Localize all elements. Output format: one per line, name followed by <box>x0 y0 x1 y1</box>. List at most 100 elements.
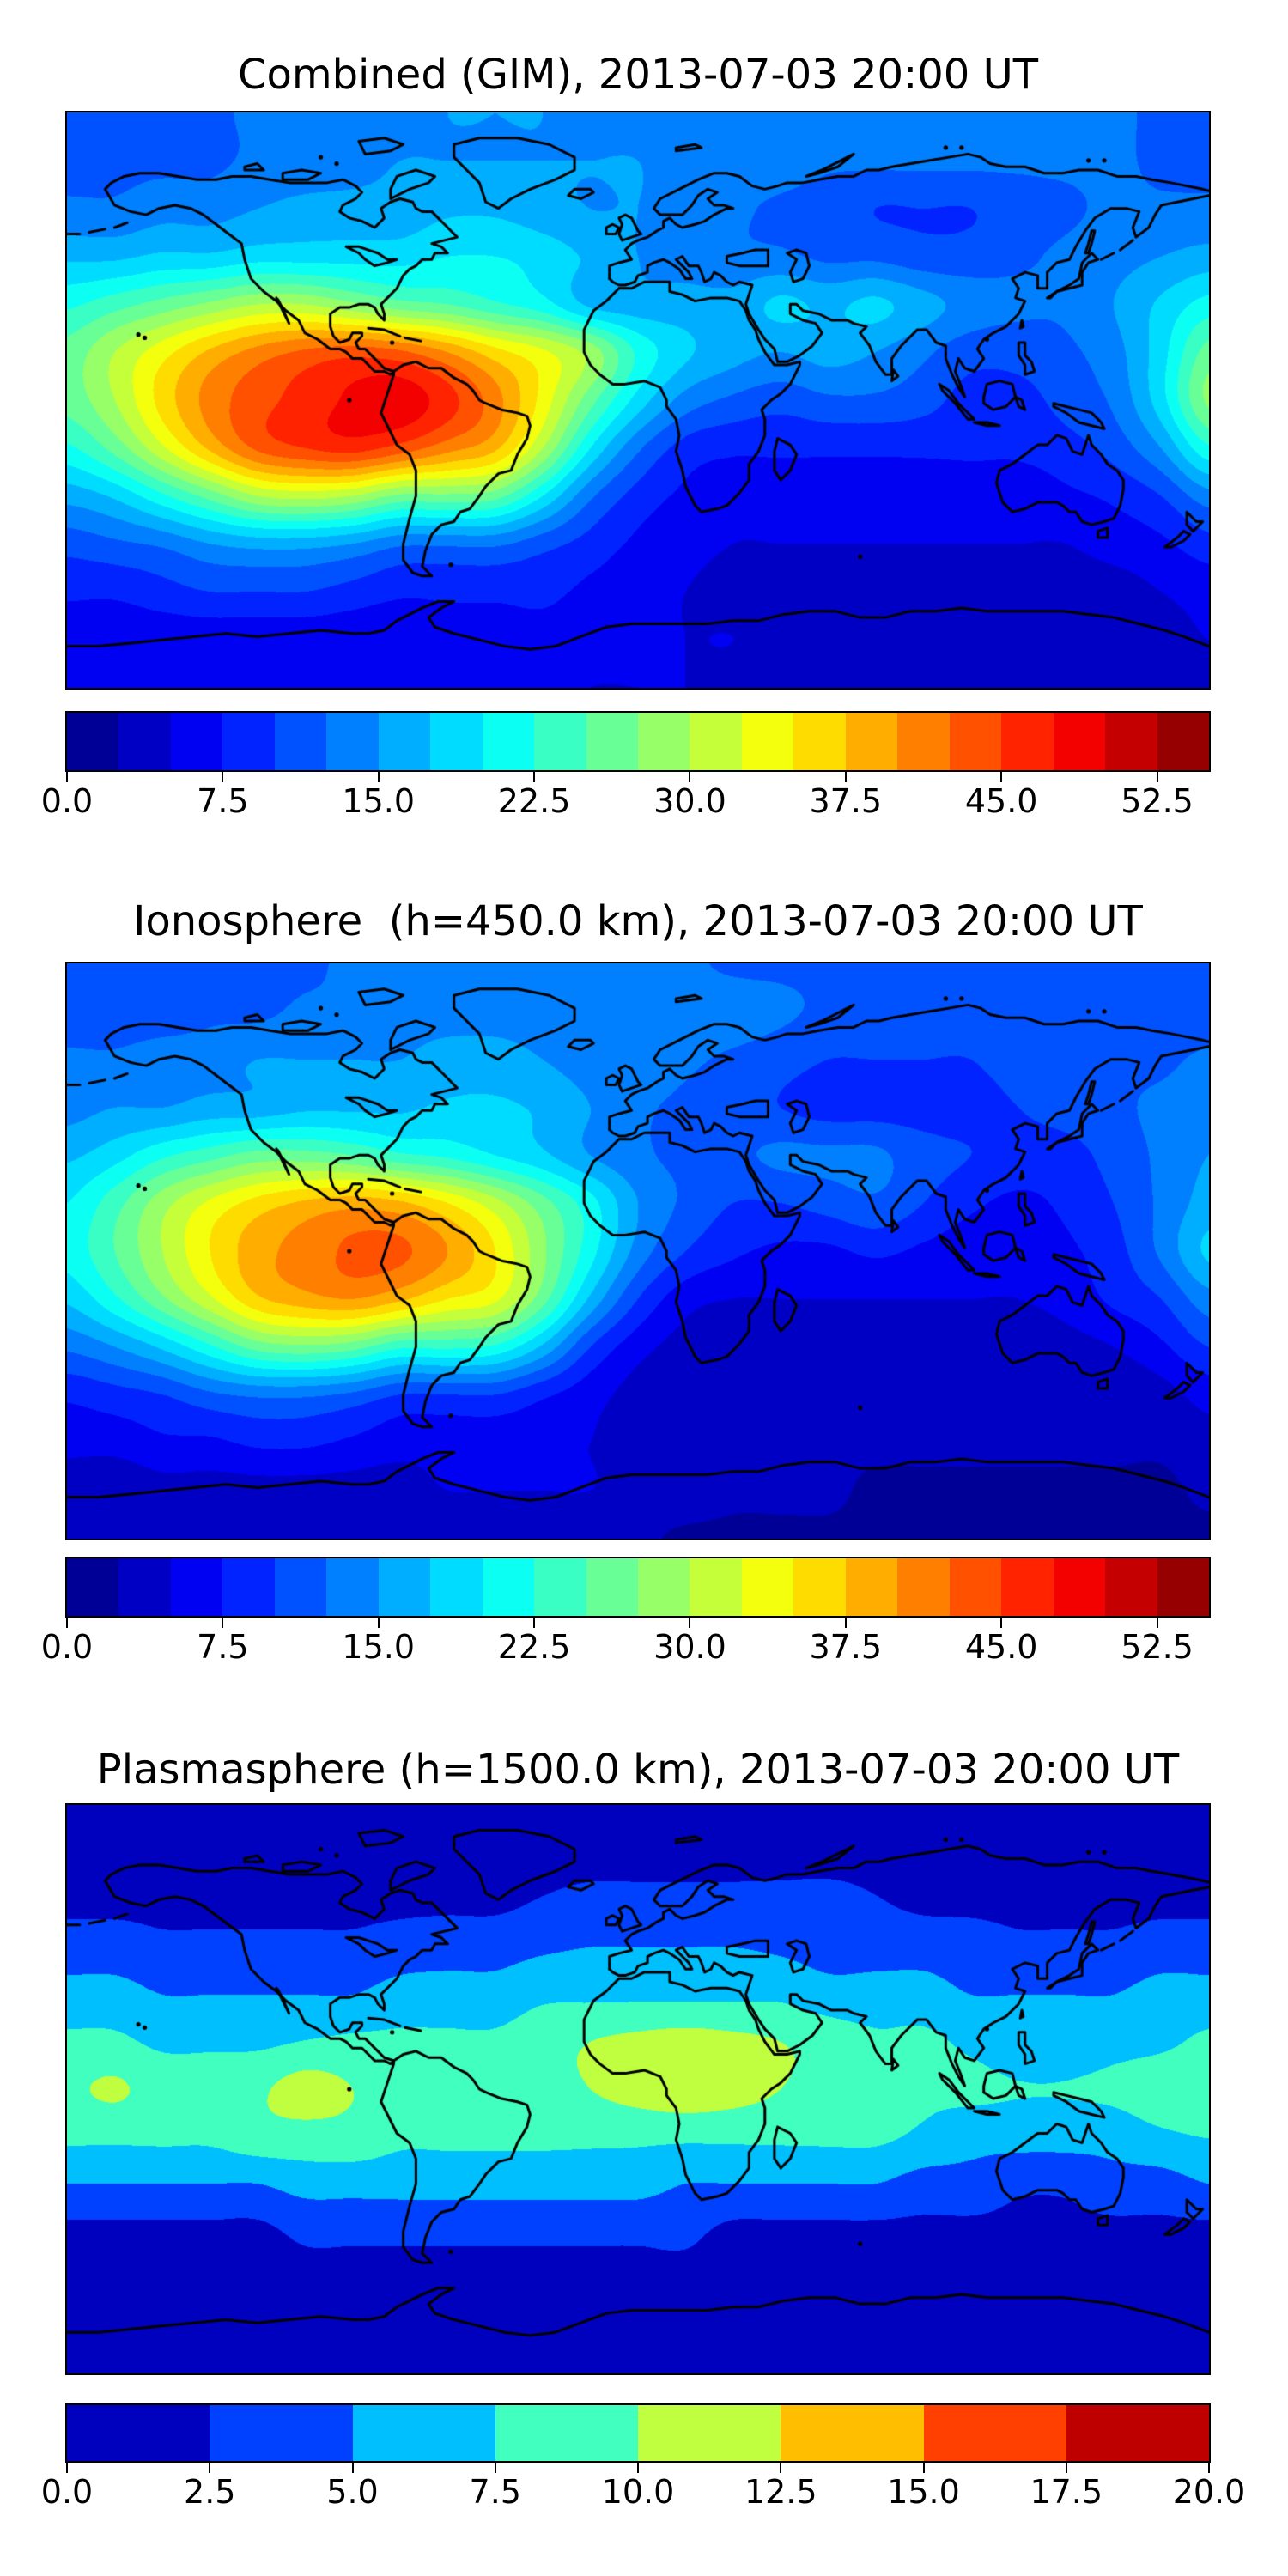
colorbar-tick-label: 20.0 <box>1172 2473 1246 2511</box>
colorbar-tick-label: 15.0 <box>342 782 416 820</box>
colorbar-segment <box>1001 1558 1054 1616</box>
colorbar-segment <box>67 2405 210 2461</box>
colorbar-tick-label: 10.0 <box>601 2473 675 2511</box>
colorbar-segment <box>430 713 483 770</box>
colorbar-segment <box>326 1558 379 1616</box>
colorbar-tick <box>1156 1616 1158 1628</box>
colorbar-segment <box>118 1558 171 1616</box>
colorbar-segment <box>638 2405 781 2461</box>
colorbar-segment <box>495 2405 638 2461</box>
colorbar-segment <box>637 713 690 770</box>
colorbar-segment <box>741 1558 794 1616</box>
colorbar-segment <box>222 1558 275 1616</box>
colorbar-segments-combined-gim <box>67 713 1209 770</box>
colorbar-tick <box>66 2461 68 2473</box>
colorbar-segment <box>949 1558 1002 1616</box>
colorbar-tick <box>494 2461 496 2473</box>
colorbar-segment <box>430 1558 483 1616</box>
colorbar-tick-label: 0.0 <box>40 2473 94 2511</box>
colorbar-tick-label: 0.0 <box>40 782 94 820</box>
colorbar-segment <box>1105 1558 1157 1616</box>
colorbar-segment <box>482 1558 535 1616</box>
colorbar-segment <box>222 713 275 770</box>
colorbar-tick <box>222 770 224 782</box>
colorbar-tick <box>533 1616 536 1628</box>
colorbar-segment <box>690 713 742 770</box>
colorbar-tick-label: 37.5 <box>809 1628 883 1666</box>
colorbar-segment <box>1105 713 1157 770</box>
map-plasmasphere <box>65 1803 1211 2375</box>
colorbar-tick-label: 0.0 <box>40 1628 94 1666</box>
colorbar-segment <box>326 713 379 770</box>
colorbar-segment <box>1157 713 1209 770</box>
colorbar-tick-label: 45.0 <box>964 782 1038 820</box>
colorbar-tick-label: 7.5 <box>197 1628 249 1666</box>
colorbar-tick-label: 12.5 <box>744 2473 817 2511</box>
colorbar-segment <box>274 713 327 770</box>
colorbar-segment <box>897 713 950 770</box>
colorbar-segments-plasmasphere <box>67 2405 1209 2461</box>
colorbar-tick <box>66 1616 68 1628</box>
colorbar-segment <box>1053 1558 1106 1616</box>
colorbar-tick-label: 30.0 <box>653 782 726 820</box>
colorbar-segments-ionosphere <box>67 1558 1209 1616</box>
colorbar-tick <box>222 1616 224 1628</box>
colorbar-segment <box>897 1558 950 1616</box>
colorbar-tick-label: 45.0 <box>964 1628 1038 1666</box>
colorbar-segment <box>741 713 794 770</box>
map-combined-gim <box>65 111 1211 690</box>
panel-title-combined-gim: Combined (GIM), 2013-07-03 20:00 UT <box>237 51 1039 99</box>
colorbar-segment <box>210 2405 353 2461</box>
colorbar-segment <box>1001 713 1054 770</box>
colorbar-segment <box>793 713 846 770</box>
map-canvas-plasmasphere <box>67 1805 1209 2373</box>
colorbar-segment <box>845 1558 898 1616</box>
colorbar-tick-label: 52.5 <box>1121 782 1194 820</box>
colorbar-tick <box>1000 1616 1003 1628</box>
colorbar-tick <box>689 770 691 782</box>
colorbar-segment <box>482 713 535 770</box>
colorbar-tick <box>66 770 68 782</box>
colorbar-tick <box>1000 770 1003 782</box>
colorbar-tick <box>1065 2461 1067 2473</box>
colorbar-tick <box>637 2461 639 2473</box>
colorbar-tick <box>844 1616 847 1628</box>
colorbar-tick <box>209 2461 211 2473</box>
colorbar-segment <box>170 713 223 770</box>
colorbar-segment <box>170 1558 223 1616</box>
map-canvas-ionosphere <box>67 963 1209 1539</box>
colorbar-segment <box>118 713 171 770</box>
colorbar-tick <box>1156 770 1158 782</box>
colorbar-segment <box>1053 713 1106 770</box>
colorbar-tick <box>377 770 380 782</box>
colorbar-segment <box>1157 1558 1209 1616</box>
colorbar-segment <box>586 713 638 770</box>
colorbar-segment <box>378 713 431 770</box>
colorbar-segment <box>845 713 898 770</box>
colorbar-tick-label: 37.5 <box>809 782 883 820</box>
colorbar-segment <box>781 2405 924 2461</box>
map-ionosphere <box>65 962 1211 1540</box>
colorbar-segment <box>67 713 119 770</box>
colorbar-segment <box>274 1558 327 1616</box>
colorbar-tick-label: 22.5 <box>497 1628 571 1666</box>
colorbar-tick-label: 22.5 <box>497 782 571 820</box>
colorbar-segment <box>378 1558 431 1616</box>
colorbar-tick <box>844 770 847 782</box>
colorbar-segment <box>923 2405 1066 2461</box>
colorbar-ionosphere <box>65 1557 1211 1618</box>
colorbar-tick-label: 30.0 <box>653 1628 726 1666</box>
colorbar-segment <box>534 713 586 770</box>
colorbar-tick <box>351 2461 354 2473</box>
colorbar-segment <box>793 1558 846 1616</box>
colorbar-tick-label: 2.5 <box>184 2473 236 2511</box>
colorbar-tick-label: 52.5 <box>1121 1628 1194 1666</box>
colorbar-segment <box>949 713 1002 770</box>
colorbar-segment <box>534 1558 586 1616</box>
colorbar-segment <box>586 1558 638 1616</box>
colorbar-segment <box>352 2405 495 2461</box>
colorbar-tick <box>533 770 536 782</box>
colorbar-tick-label: 15.0 <box>887 2473 960 2511</box>
colorbar-tick <box>922 2461 925 2473</box>
